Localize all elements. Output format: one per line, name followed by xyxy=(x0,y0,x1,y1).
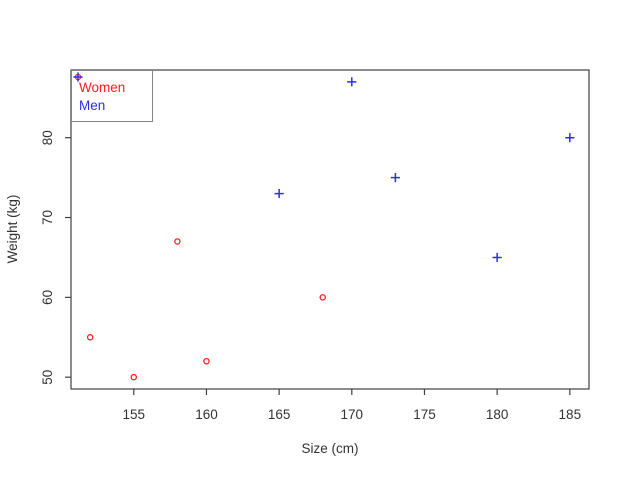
legend-item-men: Men xyxy=(73,72,152,114)
legend-item-women: Women xyxy=(74,73,152,96)
x-tick-label: 185 xyxy=(559,407,582,422)
data-point-men xyxy=(565,133,575,143)
y-tick-label: 60 xyxy=(40,290,55,305)
data-point-women xyxy=(203,357,210,365)
y-tick-label: 50 xyxy=(40,370,55,385)
y-tick-label: 80 xyxy=(40,130,55,145)
x-tick-label: 160 xyxy=(195,407,218,422)
data-point-men xyxy=(492,252,502,263)
data-point-women xyxy=(130,373,138,381)
data-point-women xyxy=(319,294,326,301)
legend-label-men: Men xyxy=(79,97,106,113)
x-tick-label: 155 xyxy=(123,407,146,422)
x-tick-label: 170 xyxy=(341,407,364,422)
data-point-men xyxy=(390,173,401,183)
x-tick-label: 165 xyxy=(268,407,291,422)
legend: Women Men xyxy=(71,70,153,122)
y-tick-label: 70 xyxy=(40,210,55,225)
data-point-women xyxy=(86,334,94,341)
x-tick-label: 175 xyxy=(413,407,436,422)
data-point-men xyxy=(347,77,357,87)
data-point-men xyxy=(274,188,284,199)
plot-border xyxy=(70,69,590,390)
legend-label-women: Women xyxy=(79,79,126,95)
y-axis-title: Weight (kg) xyxy=(5,194,20,264)
data-point-women xyxy=(174,238,181,245)
x-axis-title: Size (cm) xyxy=(301,441,359,456)
x-tick-label: 180 xyxy=(486,407,509,422)
men-marker-icon xyxy=(73,72,83,82)
